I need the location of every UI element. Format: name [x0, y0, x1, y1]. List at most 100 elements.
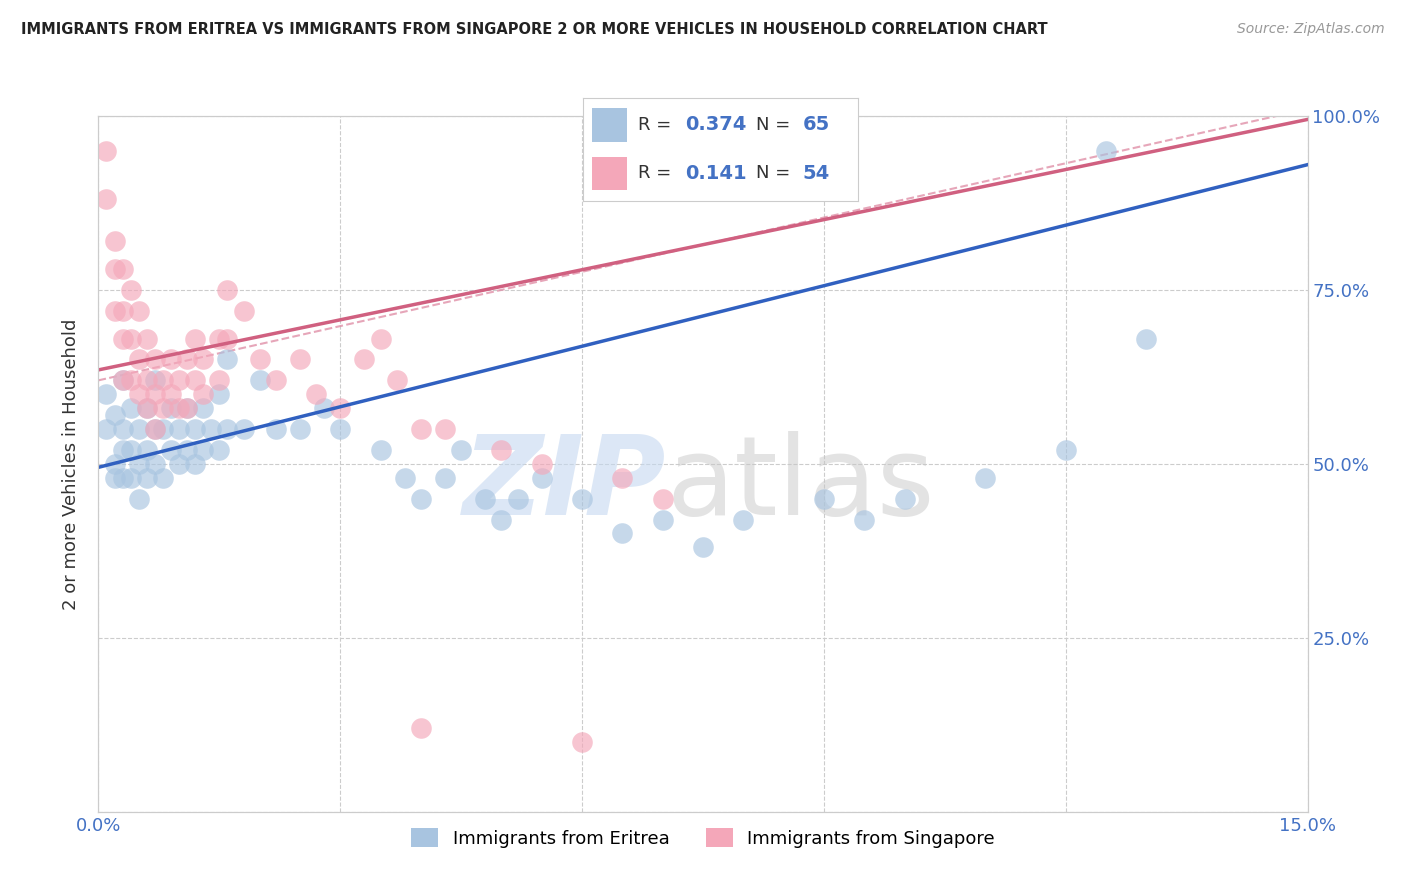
Point	[135, 373, 157, 387]
Point	[160, 352, 183, 367]
Point	[111, 373, 134, 387]
Point	[96, 144, 118, 158]
Point	[264, 422, 287, 436]
Point	[193, 442, 215, 457]
Point	[135, 442, 157, 457]
Point	[491, 512, 513, 526]
Point	[143, 373, 166, 387]
Point	[733, 512, 755, 526]
Point	[167, 401, 190, 416]
Point	[193, 387, 215, 401]
Point	[409, 721, 432, 735]
Point	[111, 303, 134, 318]
Point	[120, 442, 142, 457]
Point	[111, 373, 134, 387]
Text: atlas: atlas	[666, 431, 935, 538]
Point	[103, 262, 125, 277]
Point	[612, 526, 634, 541]
Point	[249, 373, 271, 387]
Point	[184, 457, 207, 471]
Point	[1054, 442, 1077, 457]
Text: ZIP: ZIP	[463, 431, 666, 538]
Point	[143, 387, 166, 401]
Point	[217, 332, 239, 346]
Text: 65: 65	[803, 115, 830, 135]
Point	[135, 332, 157, 346]
Point	[111, 442, 134, 457]
Point	[506, 491, 529, 506]
Point	[208, 373, 231, 387]
Point	[314, 401, 336, 416]
Point	[813, 491, 835, 506]
Point	[128, 303, 150, 318]
Point	[111, 262, 134, 277]
Point	[329, 422, 352, 436]
Point	[120, 471, 142, 485]
Point	[167, 422, 190, 436]
Point	[167, 373, 190, 387]
Point	[152, 471, 174, 485]
Point	[143, 352, 166, 367]
Point	[176, 442, 198, 457]
Point	[208, 442, 231, 457]
Point	[128, 457, 150, 471]
Point	[135, 471, 157, 485]
Point	[264, 373, 287, 387]
Point	[370, 442, 392, 457]
Point	[128, 422, 150, 436]
Point	[217, 422, 239, 436]
Point	[692, 541, 714, 555]
Point	[143, 422, 166, 436]
Point	[1135, 332, 1157, 346]
Point	[167, 457, 190, 471]
Point	[491, 442, 513, 457]
Point	[103, 408, 125, 422]
Point	[128, 491, 150, 506]
Point	[571, 491, 593, 506]
Point	[409, 491, 432, 506]
Point	[474, 491, 496, 506]
Point	[160, 387, 183, 401]
Point	[193, 401, 215, 416]
Point	[184, 332, 207, 346]
Point	[450, 442, 472, 457]
Point	[305, 387, 328, 401]
Point	[160, 442, 183, 457]
Point	[160, 401, 183, 416]
Point	[176, 352, 198, 367]
Text: N =: N =	[756, 164, 790, 182]
Point	[530, 471, 553, 485]
Point	[249, 352, 271, 367]
Text: R =: R =	[638, 164, 672, 182]
Point	[152, 401, 174, 416]
Point	[385, 373, 408, 387]
Point	[974, 471, 997, 485]
Point	[329, 401, 352, 416]
Text: R =: R =	[638, 116, 672, 134]
Point	[409, 422, 432, 436]
Point	[103, 457, 125, 471]
Point	[176, 401, 198, 416]
Point	[143, 457, 166, 471]
Point	[120, 401, 142, 416]
Point	[103, 303, 125, 318]
Point	[120, 283, 142, 297]
Legend: Immigrants from Eritrea, Immigrants from Singapore: Immigrants from Eritrea, Immigrants from…	[404, 821, 1002, 855]
Point	[434, 422, 457, 436]
Text: Source: ZipAtlas.com: Source: ZipAtlas.com	[1237, 22, 1385, 37]
Point	[651, 491, 673, 506]
Point	[232, 303, 254, 318]
Point	[120, 373, 142, 387]
Point	[152, 373, 174, 387]
Point	[128, 352, 150, 367]
Point	[434, 471, 457, 485]
Point	[152, 422, 174, 436]
Point	[217, 283, 239, 297]
Text: 0.374: 0.374	[685, 115, 747, 135]
Point	[571, 735, 593, 749]
Point	[128, 387, 150, 401]
Point	[217, 352, 239, 367]
Point	[111, 332, 134, 346]
Text: 0.141: 0.141	[685, 163, 747, 183]
Point	[184, 373, 207, 387]
